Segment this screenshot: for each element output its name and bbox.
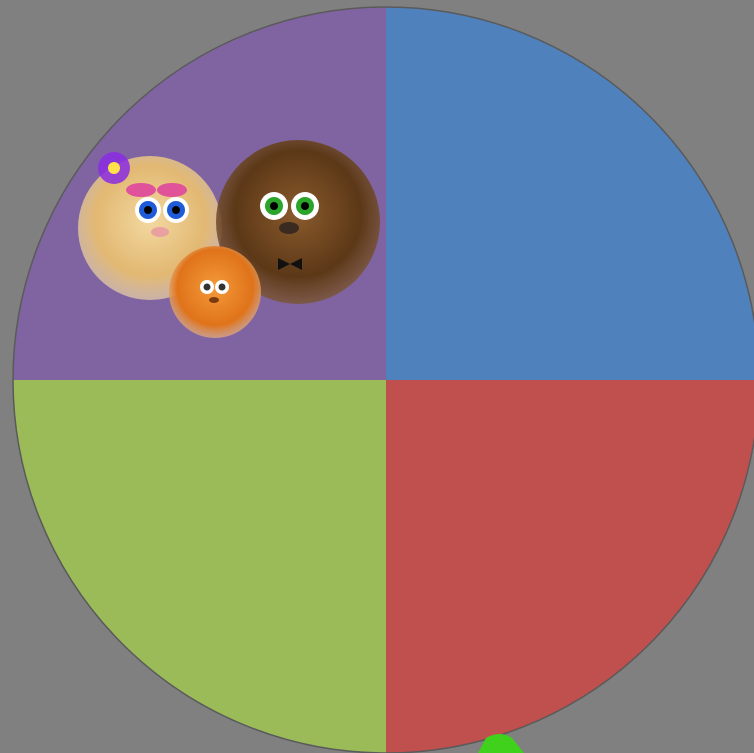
pointer [478, 734, 524, 753]
flower [98, 152, 130, 184]
orange-eyes [200, 280, 229, 303]
wheel-segment[interactable] [13, 380, 386, 753]
brown-creature [216, 140, 380, 304]
tan-eyes [126, 183, 189, 237]
creatures [78, 140, 380, 338]
wheel-rim [12, 6, 754, 753]
brown-eyes [260, 192, 319, 270]
wheel-segment[interactable] [386, 380, 754, 753]
wheel[interactable] [13, 7, 754, 753]
orange-creature [169, 246, 261, 338]
wheel-segment[interactable] [386, 7, 754, 380]
